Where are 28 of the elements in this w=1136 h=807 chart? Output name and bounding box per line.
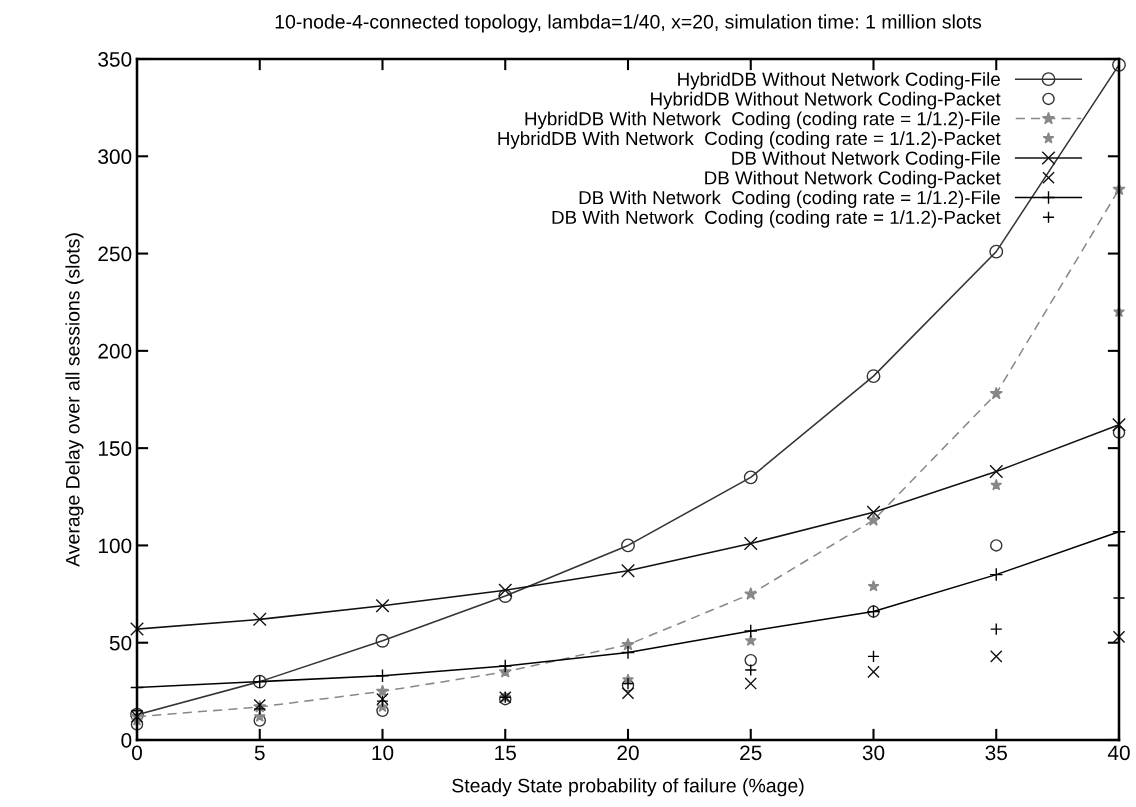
legend-label: DB With Network Coding (coding rate = 1/1.2)-Packet	[552, 210, 1001, 228]
y-tick-label: 250	[98, 246, 132, 262]
legend-label: HybridDB With Network Coding (coding rate = 1/1.2)-Packet	[498, 131, 1001, 149]
x-tick-label: 40	[1107, 745, 1130, 761]
x-tick-label: 10	[372, 745, 394, 761]
x-tick-label: 0	[132, 745, 142, 761]
x-tick-label: 15	[495, 745, 516, 761]
y-tick-label: 200	[98, 343, 132, 359]
chart-title: 10-node-4-connected topology, lambda=1/40, x=20, simulation time: 1 million slots	[275, 14, 982, 33]
y-tick-label: 150	[98, 441, 132, 456]
legend-label: HybridDB Without Network Coding-Packet	[651, 91, 1001, 110]
y-tick-label: 300	[98, 149, 132, 165]
x-tick-label: 20	[617, 745, 639, 761]
y-tick-label: 50	[109, 635, 132, 651]
x-tick-label: 25	[740, 745, 762, 761]
legend-label: DB Without Network Coding-File	[732, 151, 1000, 169]
y-tick-label: 100	[98, 538, 132, 554]
y-axis-title: Average Delay over all sessions (slots)	[65, 233, 84, 567]
y-tick-label: 0	[121, 733, 132, 748]
x-axis-title: Steady State probability of failure (%age)	[452, 778, 804, 797]
x-tick-label: 5	[254, 745, 265, 761]
legend-label: DB With Network Coding (coding rate = 1/1.2)-File	[579, 190, 1000, 208]
x-tick-label: 35	[985, 745, 1007, 761]
y-tick-label: 350	[98, 52, 132, 67]
legend-label: DB Without Network Coding-Packet	[705, 170, 1001, 189]
legend-label: HybridDB Without Network Coding-File	[678, 72, 1000, 90]
legend-label: HybridDB With Network Coding (coding rate = 1/1.2)-File	[525, 111, 1000, 130]
x-tick-label: 30	[862, 745, 885, 761]
